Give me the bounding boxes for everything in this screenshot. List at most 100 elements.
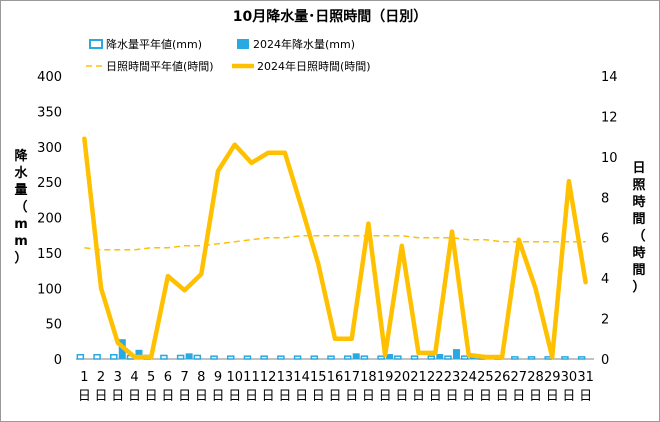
left-axis-tick-label: 200 xyxy=(37,212,62,227)
x-tick-suffix: 日 xyxy=(195,389,208,404)
left-axis-tick-label: 350 xyxy=(37,105,62,120)
x-tick-suffix: 日 xyxy=(278,389,291,404)
x-tick-label: 13 xyxy=(277,370,294,385)
x-tick-suffix: 日 xyxy=(111,389,124,404)
bar-normal-rain xyxy=(427,355,436,360)
x-tick-suffix: 日 xyxy=(562,389,575,404)
bar-normal-rain xyxy=(160,354,168,360)
x-tick-suffix: 日 xyxy=(429,389,442,404)
x-tick-label: 18 xyxy=(360,370,377,385)
bar-normal-rain xyxy=(394,355,402,360)
x-tick-label: 26 xyxy=(494,370,511,385)
bar-normal-rain xyxy=(360,355,369,360)
bar-normal-rain xyxy=(343,355,352,360)
left-axis-tick-label: 100 xyxy=(37,282,62,297)
x-tick-label: 31 xyxy=(577,370,594,385)
legend-label-2024-rain: 2024年降水量(mm) xyxy=(253,37,355,51)
x-tick-suffix: 日 xyxy=(579,389,592,404)
line-2024-sun xyxy=(82,136,588,360)
x-tick-suffix: 日 xyxy=(445,389,458,404)
x-tick-suffix: 日 xyxy=(228,389,241,404)
x-tick-label: 28 xyxy=(527,370,544,385)
right-axis-tick-label: 14 xyxy=(601,70,618,85)
x-tick-label: 9 xyxy=(214,370,222,385)
x-tick-label: 11 xyxy=(243,370,260,385)
bar-normal-rain xyxy=(561,356,569,360)
x-tick-label: 8 xyxy=(197,370,205,385)
x-tick-label: 20 xyxy=(394,370,411,385)
line-normal-sun xyxy=(84,234,586,251)
left-axis-tick-label: 50 xyxy=(45,318,62,333)
x-tick-label: 14 xyxy=(293,370,310,385)
x-tick-label: 19 xyxy=(377,370,394,385)
bar-normal-rain xyxy=(193,354,202,360)
x-tick-suffix: 日 xyxy=(78,389,91,404)
legend-label-normal-sun: 日照時間平年値(時間) xyxy=(106,59,214,73)
x-tick-label: 27 xyxy=(511,370,528,385)
x-tick-suffix: 日 xyxy=(412,389,425,404)
x-tick-suffix: 日 xyxy=(395,389,408,404)
bar-2024-rain xyxy=(386,354,394,359)
x-tick-suffix: 日 xyxy=(328,389,341,404)
right-axis-tick-label: 8 xyxy=(601,191,609,206)
x-tick-suffix: 日 xyxy=(546,389,559,404)
bar-normal-rain xyxy=(226,355,235,360)
x-tick-label: 1 xyxy=(80,370,88,385)
x-tick-suffix: 日 xyxy=(245,389,258,404)
x-tick-suffix: 日 xyxy=(312,389,325,404)
bar-2024-rain xyxy=(352,353,360,359)
right-axis-tick-label: 6 xyxy=(601,232,609,247)
x-tick-label: 17 xyxy=(343,370,360,385)
bar-normal-rain xyxy=(76,354,85,360)
x-tick-label: 10 xyxy=(226,370,243,385)
x-tick-label: 29 xyxy=(544,370,561,385)
x-tick-label: 12 xyxy=(260,370,277,385)
right-axis-title: 日照時間（時間） xyxy=(632,161,645,295)
bar-normal-rain xyxy=(410,355,419,360)
x-tick-label: 24 xyxy=(460,370,477,385)
x-tick-label: 15 xyxy=(310,370,327,385)
bar-normal-rain xyxy=(577,356,586,360)
bar-normal-rain xyxy=(511,356,519,360)
x-tick-suffix: 日 xyxy=(496,389,509,404)
x-tick-suffix: 日 xyxy=(145,389,158,404)
x-tick-suffix: 日 xyxy=(512,389,525,404)
bar-2024-rain xyxy=(452,349,460,359)
legend-swatch-2024-rain xyxy=(237,39,249,49)
legend-label-2024-sun: 2024年日照時間(時間) xyxy=(257,59,371,73)
bar-normal-rain xyxy=(377,355,385,360)
bar-normal-rain xyxy=(460,355,469,360)
bar-2024-rain xyxy=(135,349,143,359)
bar-normal-rain xyxy=(93,354,101,360)
x-tick-suffix: 日 xyxy=(95,389,108,404)
x-tick-suffix: 日 xyxy=(212,389,225,404)
bar-normal-rain xyxy=(260,355,268,360)
bar-normal-rain xyxy=(293,355,302,360)
x-tick-label: 16 xyxy=(327,370,344,385)
x-tick-suffix: 日 xyxy=(345,389,358,404)
x-tick-label: 2 xyxy=(97,370,105,385)
chart-title: 10月降水量･日照時間（日別） xyxy=(233,8,427,25)
x-tick-suffix: 日 xyxy=(529,389,542,404)
left-axis-tick-label: 150 xyxy=(37,247,62,262)
legend-label-normal-rain: 降水量平年値(mm) xyxy=(106,37,202,51)
bar-normal-rain xyxy=(277,355,285,360)
x-tick-suffix: 日 xyxy=(362,389,375,404)
x-tick-suffix: 日 xyxy=(295,389,308,404)
x-tick-suffix: 日 xyxy=(379,389,392,404)
bar-normal-rain xyxy=(243,355,252,360)
bar-normal-rain xyxy=(327,355,335,360)
x-tick-label: 30 xyxy=(561,370,578,385)
left-axis-tick-label: 300 xyxy=(37,141,62,156)
x-tick-suffix: 日 xyxy=(128,389,141,404)
legend-swatch-normal-rain xyxy=(89,39,103,49)
right-axis-tick-label: 4 xyxy=(601,272,609,287)
left-axis-tick-label: 250 xyxy=(37,176,62,191)
bar-normal-rain xyxy=(110,354,118,360)
x-tick-label: 23 xyxy=(444,370,461,385)
x-tick-suffix: 日 xyxy=(161,389,174,404)
bar-normal-rain xyxy=(444,355,452,360)
x-tick-label: 6 xyxy=(164,370,172,385)
bar-normal-rain xyxy=(176,354,185,360)
